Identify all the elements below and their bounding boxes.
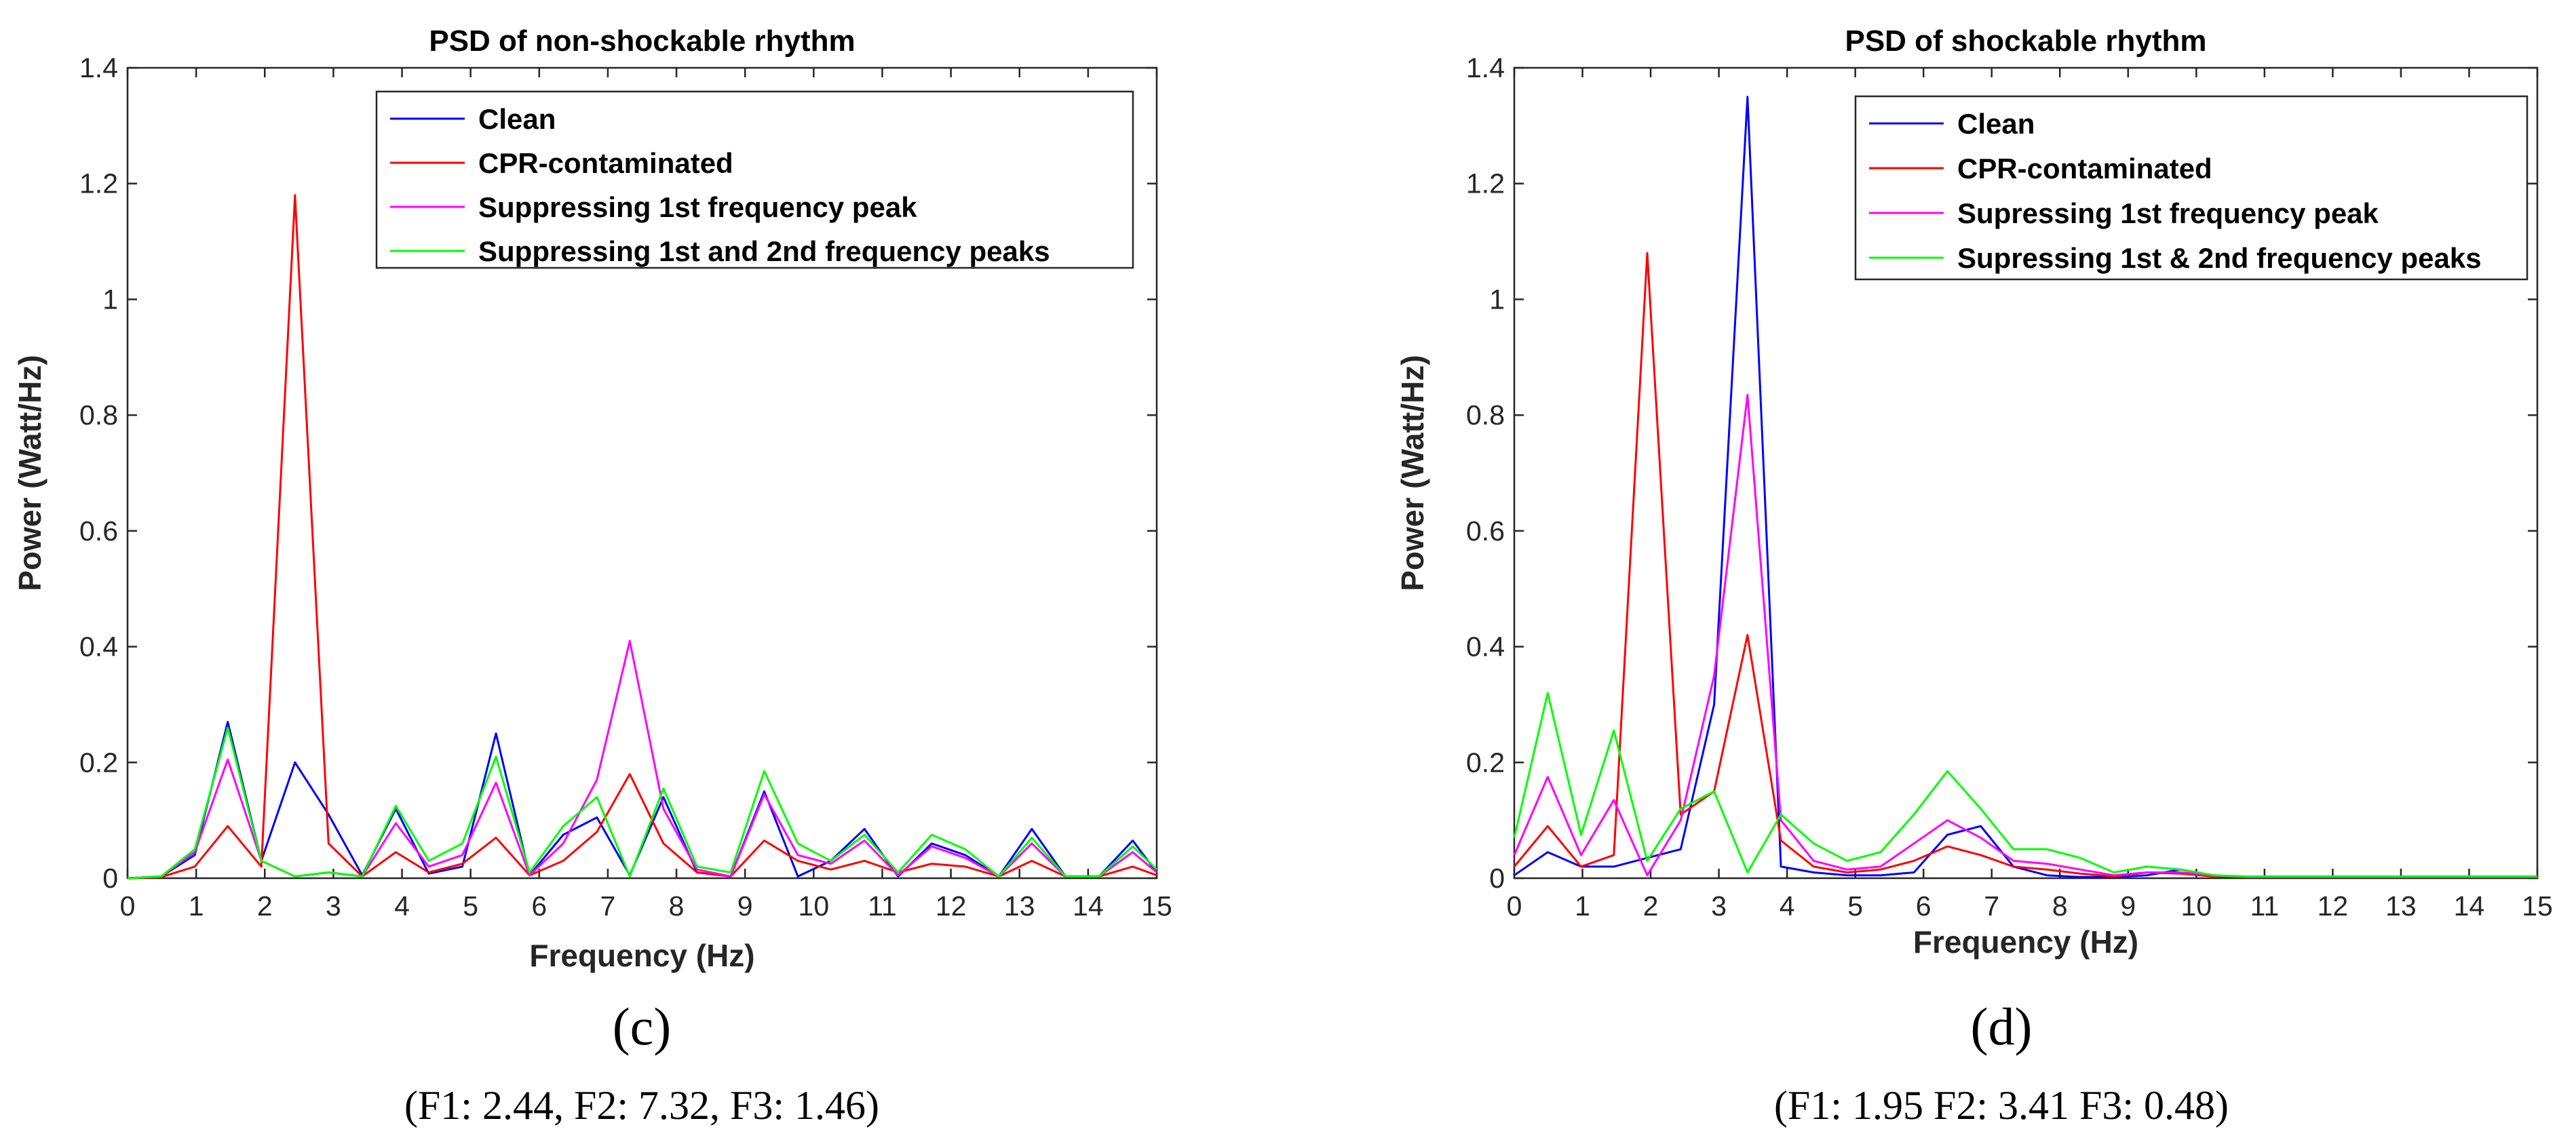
x-axis-label: Frequency (Hz) [1913, 924, 2138, 960]
y-tick-label: 1.4 [79, 52, 118, 83]
legend-label-supressing-1st-frequency-peak: Supressing 1st frequency peak [1957, 197, 2379, 229]
y-tick-label: 0.4 [79, 631, 118, 663]
y-tick-label: 0 [102, 863, 118, 894]
x-tick-label: 2 [257, 890, 273, 922]
x-tick-label: 14 [2454, 890, 2485, 922]
legend: Clean CPR-contaminated Suppressing 1st fre… [375, 90, 1134, 269]
y-tick-label: 0.6 [79, 515, 118, 547]
legend-label-cpr-contaminated: CPR-contaminated [478, 147, 733, 179]
legend-label-cpr-contaminated: CPR-contaminated [1957, 153, 2212, 184]
x-tick-label: 10 [2181, 890, 2212, 922]
series-line-cpr-contaminated [127, 194, 1157, 880]
caption: (F1: 2.44, F2: 7.32, F3: 1.46) [404, 1083, 879, 1128]
x-tick-label: 6 [1916, 890, 1931, 922]
chart-title: PSD of non-shockable rhythm [429, 24, 855, 58]
legend-label-supressing-1st-2nd-frequency-peaks: Supressing 1st & 2nd frequency peaks [1957, 242, 2482, 274]
x-tick-label: 7 [600, 890, 616, 922]
x-tick-label: 12 [2318, 890, 2349, 922]
panel-label: (d) [1971, 997, 2033, 1056]
chart-title: PSD of shockable rhythm [1845, 24, 2206, 58]
x-tick-label: 9 [737, 890, 753, 922]
x-tick-label: 7 [1984, 890, 1999, 922]
x-tick-label: 3 [1711, 890, 1727, 922]
y-tick-label: 0.6 [1466, 515, 1505, 547]
y-tick-label: 1 [1489, 283, 1505, 315]
chart-psd-non-shockable: 0 1 2 3 4 5 6 7 8 9 10 11 12 13 14 1500.20.40.60.811.21… [12, 24, 1172, 1128]
x-tick-label: 14 [1073, 890, 1104, 922]
x-tick-label: 13 [2385, 890, 2417, 922]
caption: (F1: 1.95 F2: 3.41 F3: 0.48) [1774, 1083, 2229, 1128]
x-tick-label: 11 [2250, 890, 2280, 922]
y-tick-label: 1.2 [1466, 168, 1505, 199]
x-tick-label: 5 [463, 890, 478, 922]
y-tick-label: 1.2 [79, 168, 118, 199]
x-tick-label: 3 [326, 890, 341, 922]
y-axis-label: Power (Watt/Hz) [1395, 355, 1430, 591]
x-tick-label: 8 [2052, 890, 2068, 922]
x-tick-label: 15 [1141, 890, 1172, 922]
legend: Clean CPR-contaminated Supressing 1st freq… [1854, 95, 2529, 281]
x-tick-label: 0 [1507, 890, 1522, 922]
legend-label-clean: Clean [1957, 108, 2035, 140]
series-line-supressing-1st-2nd-frequency-peaks [1513, 692, 2537, 878]
x-tick-label: 4 [394, 890, 410, 922]
y-tick-label: 0.8 [79, 399, 118, 431]
legend-box [375, 90, 1134, 269]
legend-label-clean: Clean [478, 103, 556, 135]
legend-box [1854, 95, 2529, 281]
x-tick-label: 5 [1847, 890, 1863, 922]
chart-psd-shockable: 0 1 2 3 4 5 6 7 8 9 10 11 12 13 14 1500.20.40.60.811.21… [1395, 24, 2553, 1128]
series-line-suppressing-1st-and-2nd-frequency-peaks [127, 726, 1158, 880]
y-tick-label: 0.2 [79, 747, 118, 778]
x-tick-label: 11 [868, 890, 897, 922]
x-tick-label: 9 [2120, 890, 2136, 922]
y-tick-label: 1 [102, 283, 118, 315]
x-tick-label: 8 [669, 890, 685, 922]
panel-label: (c) [613, 997, 672, 1056]
x-tick-label: 15 [2522, 890, 2553, 922]
x-tick-label: 12 [936, 890, 967, 922]
x-axis-label: Frequency (Hz) [529, 938, 754, 973]
y-tick-label: 0.8 [1466, 399, 1505, 431]
x-tick-label: 4 [1780, 890, 1795, 922]
x-tick-label: 0 [120, 890, 136, 922]
x-tick-label: 1 [189, 890, 204, 922]
x-tick-label: 2 [1643, 890, 1659, 922]
y-axis-label: Power (Watt/Hz) [12, 355, 47, 591]
x-tick-label: 13 [1004, 890, 1035, 922]
y-tick-label: 1.4 [1466, 52, 1505, 83]
legend-label-suppressing-1st-and-2nd-frequency-peaks: Suppressing 1st and 2nd frequency peaks [478, 235, 1050, 267]
x-tick-label: 6 [531, 890, 547, 922]
x-tick-label: 10 [799, 890, 830, 922]
x-tick-label: 1 [1575, 890, 1590, 922]
y-tick-label: 0.2 [1466, 747, 1505, 778]
legend-label-suppressing-1st-frequency-peak: Suppressing 1st frequency peak [478, 191, 917, 223]
y-tick-label: 0.4 [1466, 631, 1505, 663]
y-tick-label: 0 [1489, 863, 1505, 894]
